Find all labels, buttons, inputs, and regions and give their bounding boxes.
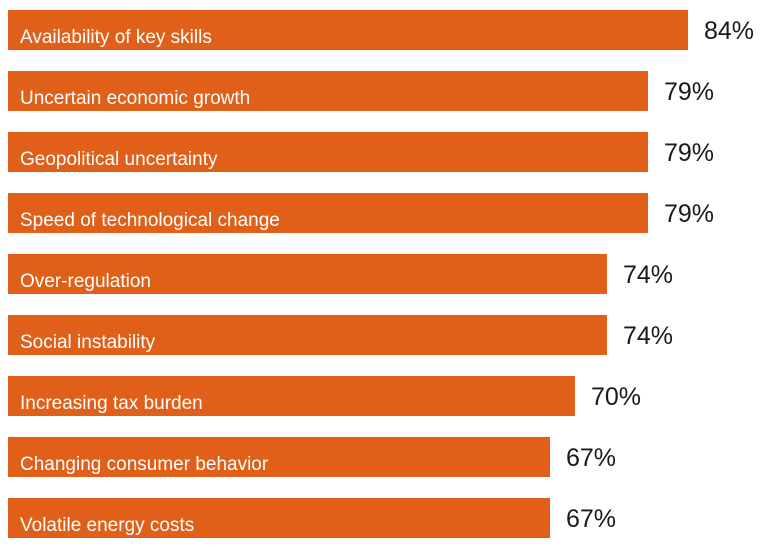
category-label: Geopolitical uncertainty [20, 150, 218, 169]
value-label-6: 74% [623, 324, 673, 349]
category-label: Over-regulation [20, 272, 151, 291]
bar-3: Geopolitical uncertainty [8, 132, 648, 172]
value-label-4: 79% [664, 202, 714, 227]
value-label-9: 67% [566, 507, 616, 532]
category-label: Availability of key skills [20, 28, 212, 47]
value-label-5: 74% [623, 263, 673, 288]
category-label: Social instability [20, 333, 155, 352]
bar-2: Uncertain economic growth [8, 71, 648, 111]
bar-9: Volatile energy costs [8, 498, 550, 538]
value-label-2: 79% [664, 80, 714, 105]
bar-7: Increasing tax burden [8, 376, 575, 416]
bar-1: Availability of key skills [8, 10, 688, 50]
category-label: Changing consumer behavior [20, 455, 268, 474]
category-label: Uncertain economic growth [20, 89, 250, 108]
bar-5: Over-regulation [8, 254, 607, 294]
bar-6: Social instability [8, 315, 607, 355]
category-label: Increasing tax burden [20, 394, 203, 413]
value-label-1: 84% [704, 19, 754, 44]
value-label-7: 70% [591, 385, 641, 410]
value-label-3: 79% [664, 141, 714, 166]
bar-8: Changing consumer behavior [8, 437, 550, 477]
category-label: Volatile energy costs [20, 516, 194, 535]
category-label: Speed of technological change [20, 211, 280, 230]
value-label-8: 67% [566, 446, 616, 471]
bar-4: Speed of technological change [8, 193, 648, 233]
